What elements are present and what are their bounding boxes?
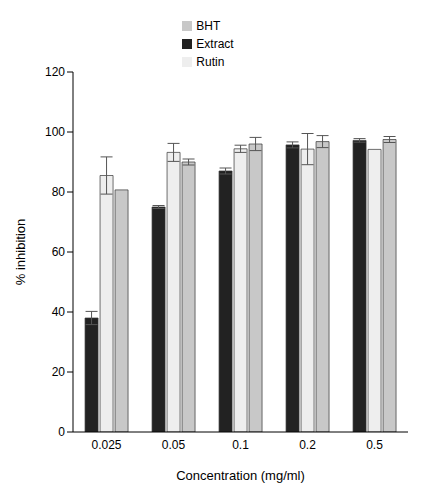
svg-text:% inhibition: % inhibition bbox=[13, 219, 28, 286]
html-text:BHT: BHT bbox=[196, 19, 221, 33]
html-text:Rutin: Rutin bbox=[196, 55, 225, 69]
svg-text:40: 40 bbox=[52, 305, 66, 319]
svg-text:0.1: 0.1 bbox=[232, 438, 249, 452]
svg-text:0.5: 0.5 bbox=[366, 438, 383, 452]
svg-text:20: 20 bbox=[52, 365, 66, 379]
svg-text:0.025: 0.025 bbox=[91, 438, 121, 452]
svg-text:0.2: 0.2 bbox=[299, 438, 316, 452]
html-text:Extract: Extract bbox=[196, 37, 234, 51]
svg-text:80: 80 bbox=[52, 185, 66, 199]
svg-text:60: 60 bbox=[52, 245, 66, 259]
svg-text:0: 0 bbox=[58, 425, 65, 439]
svg-text:Concentration (mg/ml): Concentration (mg/ml) bbox=[176, 468, 305, 483]
svg-text:0.05: 0.05 bbox=[162, 438, 186, 452]
svg-text:120: 120 bbox=[45, 65, 65, 79]
svg-text:100: 100 bbox=[45, 125, 65, 139]
